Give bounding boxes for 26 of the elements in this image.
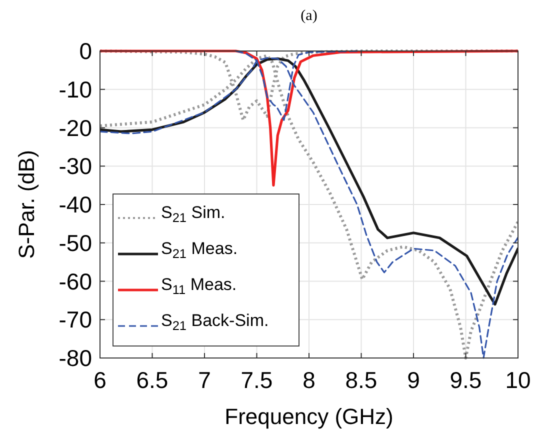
y-tick-label: -40 bbox=[58, 192, 92, 218]
chart-title: (a) bbox=[300, 8, 318, 24]
x-axis-title: Frequency (GHz) bbox=[224, 404, 394, 429]
x-tick-label: 7.5 bbox=[240, 367, 273, 393]
y-tick-label: -30 bbox=[58, 153, 92, 180]
x-tick-label: 9.5 bbox=[450, 367, 482, 393]
y-tick-label: -80 bbox=[58, 345, 92, 371]
y-tick-label: 0 bbox=[79, 38, 92, 64]
y-tick-label: -50 bbox=[58, 230, 92, 256]
x-tick-label: 9 bbox=[407, 367, 420, 393]
legend-label: S$_{11}$ Meas. bbox=[161, 275, 237, 298]
x-tick-label: 6.5 bbox=[136, 367, 168, 393]
y-tick-label: -70 bbox=[58, 306, 92, 333]
legend-label: S$_{21}$ Meas. bbox=[161, 239, 238, 262]
y-tick-label: -10 bbox=[58, 76, 92, 102]
x-tick-label: 7 bbox=[198, 367, 211, 393]
legend-label: S$_{21}$ Sim. bbox=[161, 203, 226, 226]
x-tick-label: 6 bbox=[94, 367, 106, 393]
y-tick-label: -60 bbox=[58, 268, 92, 294]
x-tick-label: 8 bbox=[302, 367, 316, 393]
y-tick-label: -20 bbox=[58, 114, 92, 141]
line-series bbox=[100, 50, 518, 187]
x-tick-label: 10 bbox=[505, 367, 531, 393]
y-axis-title: S-Par. (dB) bbox=[14, 150, 39, 259]
x-tick-label: 8.5 bbox=[345, 367, 378, 393]
legend-label: S$_{21}$ Back-Sim. bbox=[161, 311, 269, 334]
